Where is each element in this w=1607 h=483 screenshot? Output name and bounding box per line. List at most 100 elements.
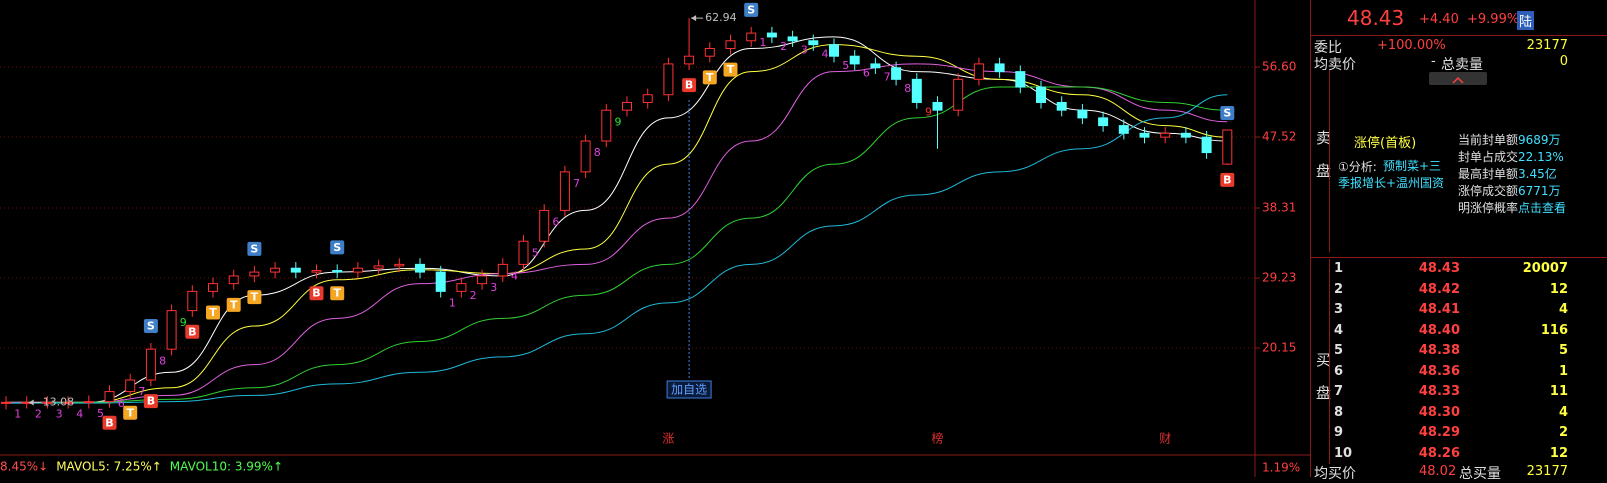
stat-label: 封单占成交 bbox=[1458, 150, 1519, 164]
candle-body bbox=[1160, 132, 1171, 138]
bid-price: 48.36 bbox=[1418, 363, 1460, 379]
last-price: 48.43 bbox=[1347, 6, 1405, 30]
volume-legend: MAVOL10: 3.99%↑ bbox=[170, 460, 283, 474]
bid-volume: 4 bbox=[1558, 404, 1568, 420]
candle-body bbox=[497, 263, 508, 277]
bid-row: 8 48.30 4 bbox=[1330, 403, 1570, 423]
count-label: 5 bbox=[532, 246, 539, 259]
count-label: 9 bbox=[615, 115, 622, 128]
analysis-link[interactable]: 预制菜+三季报增长+温州国资 bbox=[1338, 159, 1445, 190]
ma-line bbox=[6, 94, 1228, 404]
quote-panel: 48.43 +4.40 +9.99% 陆 委比 +100.00% 23177 均… bbox=[1310, 0, 1607, 482]
signal-label: B bbox=[105, 416, 113, 429]
bid-level: 4 bbox=[1334, 322, 1344, 338]
candle-body bbox=[580, 140, 591, 173]
candle-body bbox=[1222, 129, 1233, 165]
bid-volume: 11 bbox=[1549, 384, 1568, 399]
candle-body bbox=[1, 401, 11, 404]
candle-body bbox=[1180, 132, 1191, 138]
volume-legend: MAVOL5: 7.25%↑ bbox=[56, 460, 162, 474]
bid-volume: 5 bbox=[1558, 343, 1568, 358]
candle-body bbox=[746, 32, 757, 42]
signal-badge bbox=[682, 78, 697, 93]
candle-body bbox=[973, 63, 984, 80]
count-label: 8 bbox=[594, 146, 601, 159]
crosshair-label: 加自选 bbox=[671, 383, 707, 397]
bid-price: 48.38 bbox=[1418, 343, 1460, 358]
stat-label: 最高封单额 bbox=[1458, 167, 1519, 181]
total-buy-label: 总买量 bbox=[1459, 466, 1501, 482]
collapse-button[interactable] bbox=[1429, 72, 1487, 85]
y-tick-label: 29.23 bbox=[1262, 271, 1296, 285]
count-label: 3 bbox=[490, 281, 497, 294]
divider bbox=[1311, 257, 1607, 258]
ma-line bbox=[5, 36, 1228, 403]
bid-level: 7 bbox=[1334, 384, 1344, 399]
count-label: 3 bbox=[801, 44, 808, 57]
bid-volume: 12 bbox=[1549, 281, 1568, 297]
limit-stats: 当前封单额9689万 封单占成交22.13% 最高封单额3.45亿 涨停成交额6771… bbox=[1458, 132, 1566, 217]
signal-badge bbox=[247, 290, 262, 305]
candle-body bbox=[125, 379, 136, 393]
candle-body bbox=[166, 310, 177, 350]
signal-label: T bbox=[209, 306, 217, 319]
annotation-label: 62.94 bbox=[705, 11, 737, 24]
stat-row: 涨停成交额6771万 bbox=[1458, 183, 1566, 200]
event-label: 涨 bbox=[662, 431, 674, 446]
avg-sell: - bbox=[1431, 54, 1436, 69]
candle-body bbox=[1201, 136, 1212, 154]
ma-line bbox=[5, 86, 1228, 404]
candle-body bbox=[870, 63, 881, 69]
signal-label: S bbox=[147, 320, 155, 333]
y-tick-label: 20.15 bbox=[1262, 341, 1296, 355]
event-label: 财 bbox=[1159, 432, 1171, 446]
candle-body bbox=[766, 32, 777, 38]
avg-buy: 48.02 bbox=[1419, 464, 1457, 479]
candle-body bbox=[911, 78, 922, 103]
stat-value: 点击查看 bbox=[1518, 201, 1567, 215]
avg-buy-label: 均买价 bbox=[1314, 466, 1356, 482]
candle-body bbox=[435, 271, 446, 292]
count-label: 7 bbox=[138, 385, 145, 398]
count-label: 1 bbox=[14, 408, 21, 421]
bid-level: 1 bbox=[1334, 261, 1344, 276]
buy-side-label: 买盘 bbox=[1314, 352, 1332, 418]
candle-body bbox=[1036, 86, 1046, 103]
candle-body bbox=[787, 36, 798, 42]
total-sell: 0 bbox=[1559, 54, 1568, 69]
candle-body bbox=[559, 171, 570, 211]
signal-label: B bbox=[312, 287, 320, 300]
annotation-label: 13.08 bbox=[43, 396, 74, 409]
signal-label: T bbox=[727, 63, 735, 76]
bid-row: 5 48.38 5 bbox=[1330, 341, 1570, 361]
count-label: 2 bbox=[470, 289, 477, 302]
volume-axis-label: 1.19% bbox=[1262, 461, 1300, 475]
bid-row: 2 48.42 12 bbox=[1330, 280, 1570, 300]
bid-row: 6 48.36 1 bbox=[1330, 362, 1570, 382]
bid-volume: 116 bbox=[1540, 322, 1568, 338]
count-label: 3 bbox=[56, 408, 63, 421]
signal-badge bbox=[143, 319, 158, 334]
candle-body bbox=[394, 263, 405, 267]
candle-body bbox=[539, 209, 550, 242]
bid-volume: 1 bbox=[1558, 363, 1568, 379]
candle-body bbox=[456, 283, 467, 292]
candle-body bbox=[663, 63, 674, 96]
bid-volume: 4 bbox=[1558, 302, 1568, 317]
bid-level: 2 bbox=[1334, 281, 1344, 297]
analysis-label: ①分析: bbox=[1338, 160, 1377, 174]
signal-badge bbox=[226, 297, 241, 312]
signal-badge bbox=[723, 62, 738, 77]
count-label: 1 bbox=[759, 36, 766, 49]
signal-label: S bbox=[250, 242, 258, 255]
signal-badge bbox=[330, 286, 345, 301]
candle-body bbox=[1015, 71, 1026, 88]
candle-body bbox=[932, 101, 943, 111]
count-label: 6 bbox=[863, 67, 870, 80]
signal-label: B bbox=[1223, 173, 1231, 186]
bid-book: 1 48.43 20007 2 48.42 12 3 48.41 4 4 48.40 116 5 48.3… bbox=[1329, 259, 1570, 464]
signal-label: S bbox=[747, 3, 755, 16]
bid-price: 48.33 bbox=[1418, 384, 1460, 399]
stat-value: 3.45亿 bbox=[1518, 167, 1557, 181]
bid-price: 48.42 bbox=[1418, 281, 1460, 297]
